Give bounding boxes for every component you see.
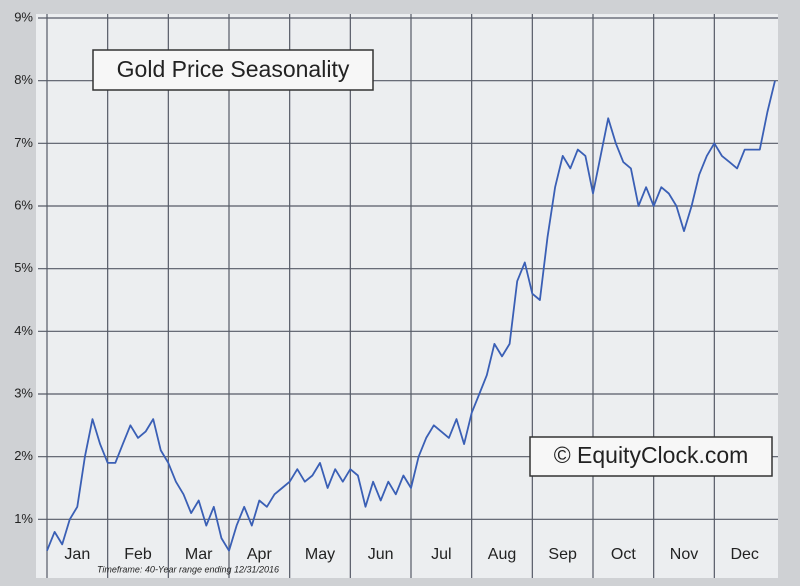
x-tick-label: Jan [64,546,90,563]
x-tick-label: Jun [368,546,394,563]
y-tick-label: 3% [14,385,33,400]
watermark: © EquityClock.com [554,442,749,468]
chart-title: Gold Price Seasonality [117,56,350,82]
y-tick-label: 8% [14,72,33,87]
plot-background [36,14,778,578]
y-tick-label: 6% [14,197,33,212]
x-tick-label: Nov [670,546,698,563]
x-tick-label: May [305,546,335,563]
x-tick-label: Jul [431,546,451,563]
y-tick-label: 7% [14,135,33,150]
y-tick-label: 5% [14,260,33,275]
x-tick-label: Mar [185,546,213,563]
x-tick-label: Oct [611,546,636,563]
y-tick-label: 1% [14,511,33,526]
series-line [46,80,776,552]
y-tick-label: 4% [14,323,33,338]
watermark-box [529,436,773,477]
y-tick-label: 9% [14,9,33,24]
x-tick-label: Aug [488,546,516,563]
x-tick-label: Dec [730,546,758,563]
title-box [92,49,374,91]
footnote: Timeframe: 40-Year range ending 12/31/20… [97,564,279,574]
x-tick-label: Apr [247,546,273,563]
y-tick-label: 2% [14,448,33,463]
x-tick-label: Sep [548,546,577,563]
x-tick-label: Feb [124,546,152,563]
